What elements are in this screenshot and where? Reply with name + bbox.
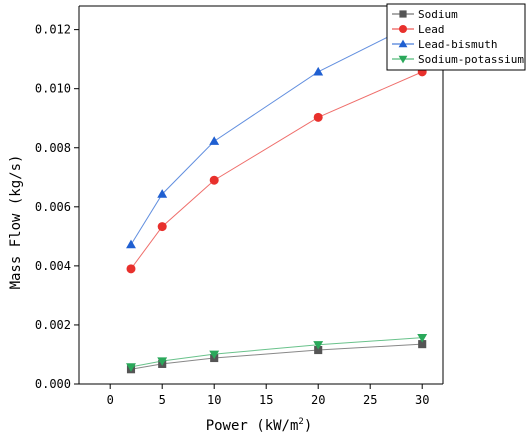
data-point bbox=[126, 363, 136, 372]
data-point bbox=[209, 136, 220, 145]
series-line bbox=[130, 19, 423, 245]
x-tick-label: 30 bbox=[415, 393, 429, 407]
series-line bbox=[130, 343, 423, 370]
series-sodium bbox=[126, 340, 427, 374]
x-tick-label: 20 bbox=[311, 393, 325, 407]
y-tick-label: 0.008 bbox=[35, 141, 71, 155]
series-layer bbox=[126, 14, 428, 374]
x-tick-label: 5 bbox=[159, 393, 166, 407]
legend-marker bbox=[398, 39, 408, 48]
data-point bbox=[313, 66, 324, 76]
data-point bbox=[313, 341, 324, 350]
y-tick-label: 0.006 bbox=[35, 200, 71, 214]
legend-label: Lead-bismuth bbox=[418, 38, 497, 51]
x-tick-label: 0 bbox=[107, 393, 114, 407]
data-point bbox=[157, 357, 168, 366]
data-point bbox=[126, 239, 136, 249]
y-tick-label: 0.004 bbox=[35, 259, 71, 273]
x-tick-label: 25 bbox=[363, 393, 377, 407]
axes: 0 5 10 15 20 25 30 0.000 0.002 0.004 0.006 0.008 0.0… bbox=[35, 5, 444, 407]
series-sodium-potassium bbox=[126, 334, 428, 372]
y-tick-label: 0.000 bbox=[35, 377, 71, 391]
legend-marker bbox=[399, 10, 407, 18]
data-point bbox=[418, 340, 427, 349]
series-line bbox=[130, 71, 423, 270]
legend-marker bbox=[399, 25, 407, 33]
data-point bbox=[209, 175, 219, 185]
data-point bbox=[417, 334, 428, 343]
y-tick-label: 0.012 bbox=[35, 23, 71, 37]
y-tick-label: 0.010 bbox=[35, 82, 71, 96]
series-lead-bismuth bbox=[126, 14, 428, 249]
y-axis-title: Mass Flow (kg/s) bbox=[8, 155, 24, 290]
legend-label: Lead bbox=[418, 23, 445, 36]
legend-marker bbox=[398, 55, 408, 64]
data-point bbox=[313, 112, 323, 122]
legend-label: Sodium-potassium bbox=[418, 53, 524, 66]
x-tick-label: 10 bbox=[207, 393, 221, 407]
x-tick-label: 15 bbox=[259, 393, 273, 407]
y-tick-label: 0.002 bbox=[35, 318, 71, 332]
data-point bbox=[209, 350, 220, 360]
legend-label: Sodium bbox=[418, 8, 458, 21]
x-axis-title: Power (kW/m2) bbox=[206, 417, 313, 434]
data-point bbox=[157, 222, 167, 232]
data-point bbox=[157, 189, 168, 198]
data-point bbox=[126, 264, 136, 274]
series-lead bbox=[126, 67, 427, 274]
legend: Sodium Lead Lead-bismuth Sodium-potassium bbox=[386, 3, 526, 71]
data-point bbox=[314, 345, 323, 355]
